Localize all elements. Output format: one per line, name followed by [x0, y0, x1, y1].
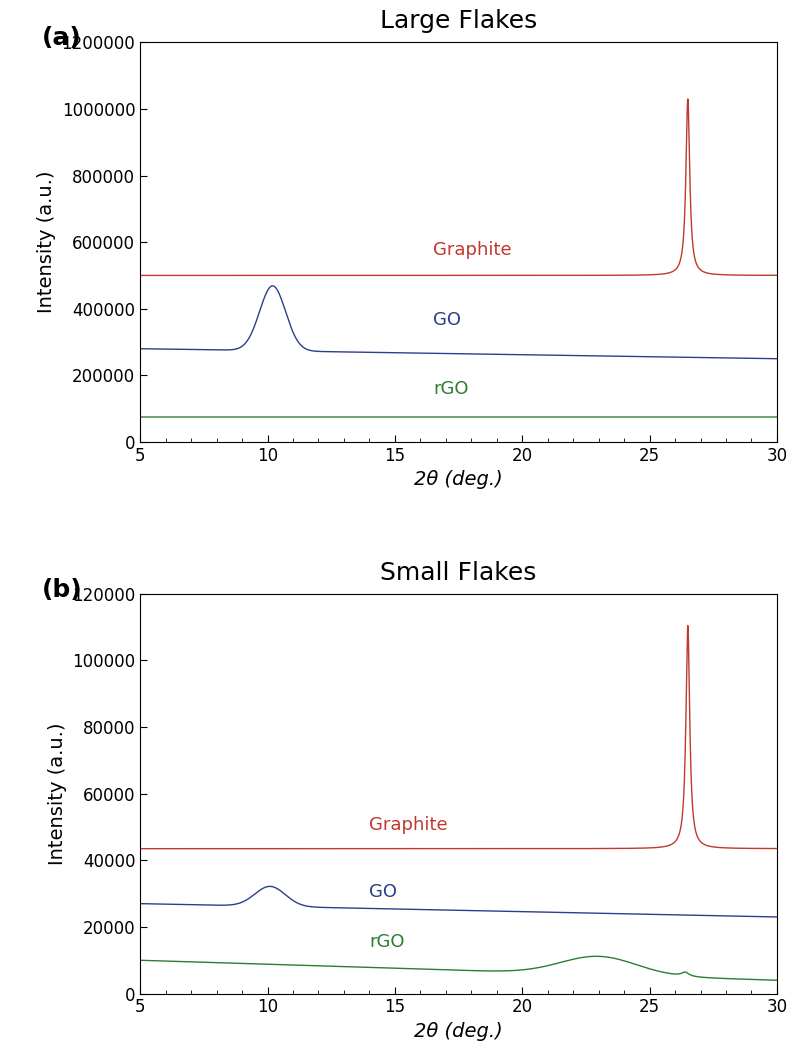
Text: rGO: rGO [369, 933, 405, 951]
X-axis label: 2θ (deg.): 2θ (deg.) [414, 1022, 503, 1041]
Title: Large Flakes: Large Flakes [380, 10, 537, 34]
Text: GO: GO [433, 312, 461, 330]
Text: rGO: rGO [433, 379, 469, 397]
Text: Graphite: Graphite [369, 816, 448, 834]
X-axis label: 2θ (deg.): 2θ (deg.) [414, 470, 503, 489]
Y-axis label: Intensity (a.u.): Intensity (a.u.) [47, 723, 66, 865]
Text: GO: GO [369, 883, 397, 901]
Text: (b): (b) [42, 578, 82, 601]
Text: (a): (a) [42, 26, 81, 51]
Text: Graphite: Graphite [433, 241, 512, 259]
Title: Small Flakes: Small Flakes [380, 561, 537, 585]
Y-axis label: Intensity (a.u.): Intensity (a.u.) [37, 171, 56, 313]
